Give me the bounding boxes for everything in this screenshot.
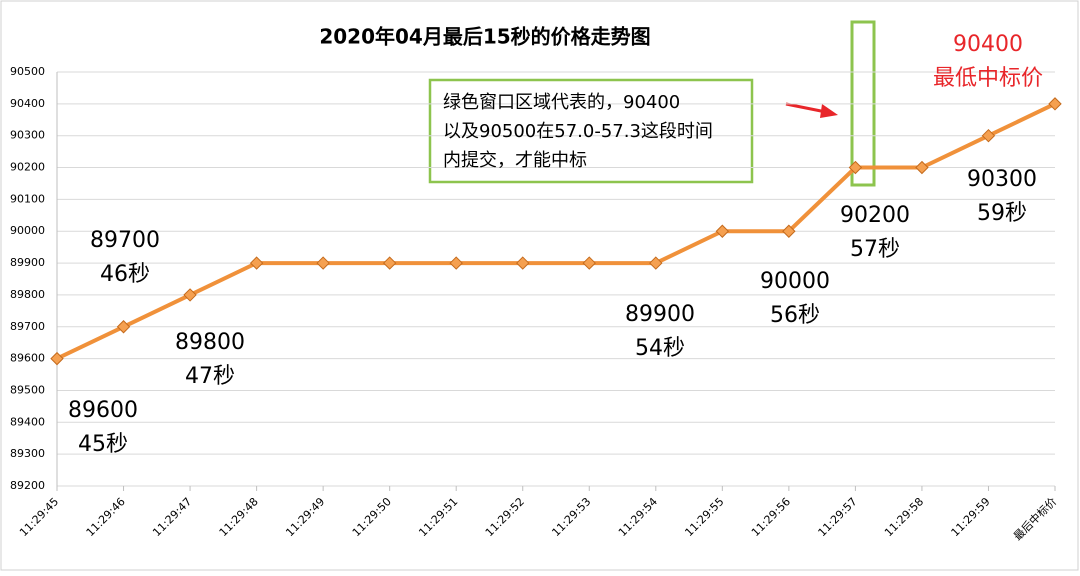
point-marker: [582, 256, 596, 270]
y-tick-label: 90300: [10, 129, 45, 142]
annotation: 89900: [625, 302, 695, 327]
y-tick-label: 89900: [10, 256, 45, 269]
y-tick-label: 90500: [10, 65, 45, 78]
price-line: [56, 102, 1056, 361]
note-text: 绿色窗口区域代表的，90400: [443, 92, 680, 113]
annotation: 90200: [840, 203, 910, 228]
note-text: 内提交，才能中标: [443, 150, 587, 171]
annotation: 90300: [967, 167, 1037, 192]
red-arrow-head: [820, 104, 838, 118]
point-marker: [183, 288, 197, 302]
annotation: 90000: [760, 269, 830, 294]
point-marker: [981, 128, 996, 143]
point-marker: [516, 256, 530, 270]
note-text: 以及90500在57.0-57.3这段时间: [443, 121, 713, 142]
y-tick-label: 89600: [10, 352, 45, 365]
y-tick-label: 89700: [10, 320, 45, 333]
y-tick-label: 89500: [10, 383, 45, 396]
y-tick-label: 89200: [10, 479, 45, 492]
y-tick-label: 90000: [10, 224, 45, 237]
point-marker: [316, 256, 330, 270]
red-arrow: [785, 102, 827, 114]
annotation: 90400: [953, 32, 1023, 57]
chart-title: 2020年04月最后15秒的价格走势图: [319, 25, 650, 49]
annotation: 59秒: [977, 201, 1027, 226]
annotation: 最低中标价: [933, 66, 1043, 91]
annotation: 57秒: [850, 237, 900, 262]
annotation: 46秒: [100, 262, 150, 287]
point-marker: [382, 256, 397, 270]
annotation: 56秒: [770, 303, 820, 328]
y-tick-label: 89400: [10, 415, 45, 428]
point-marker: [782, 224, 796, 238]
point-marker: [649, 256, 663, 270]
y-tick-label: 90200: [10, 161, 45, 174]
y-tick-label: 89800: [10, 288, 45, 301]
point-marker: [50, 351, 64, 366]
annotation: 89700: [90, 228, 160, 253]
annotation: 45秒: [78, 432, 128, 457]
point-marker: [249, 256, 264, 270]
point-marker: [915, 160, 929, 175]
point-marker: [1048, 97, 1062, 111]
point-marker: [848, 160, 863, 175]
point-marker: [449, 256, 463, 270]
annotation: 47秒: [185, 364, 235, 389]
point-marker: [715, 224, 730, 238]
annotation: 89800: [175, 330, 245, 355]
point-marker: [116, 320, 131, 334]
y-tick-label: 90400: [10, 97, 45, 110]
annotation: 89600: [68, 398, 138, 423]
y-tick-label: 89300: [10, 447, 45, 460]
annotation: 54秒: [635, 336, 685, 361]
note-box: [428, 78, 754, 184]
y-tick-label: 90100: [10, 192, 45, 205]
